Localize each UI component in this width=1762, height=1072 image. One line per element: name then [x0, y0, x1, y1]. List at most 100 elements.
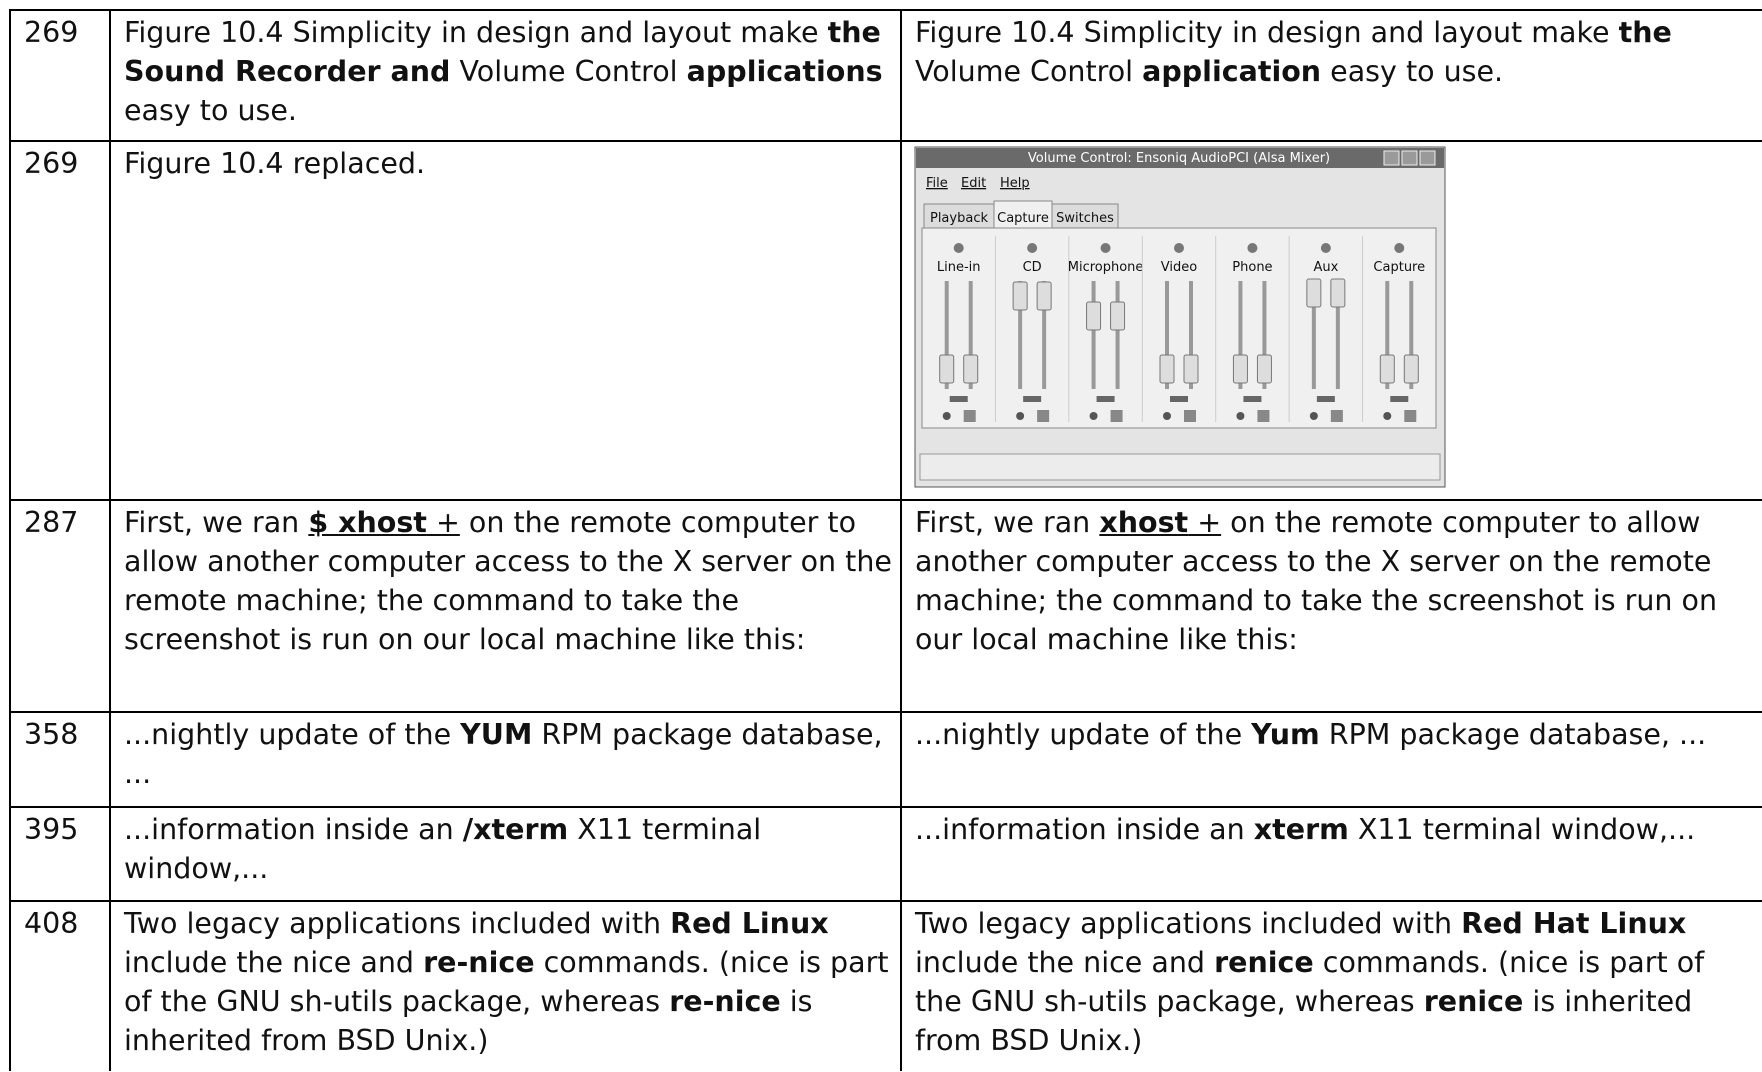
- channel-icon: [1027, 243, 1038, 253]
- tab-label: Playback: [930, 211, 988, 226]
- errata-table: 269 Figure 10.4 Simplicity in design and …: [9, 9, 1762, 1071]
- text-run: ...information inside an: [915, 813, 1254, 846]
- text-run: applications: [686, 55, 883, 88]
- original-text: ...nightly update of the YUM RPM package…: [109, 711, 902, 808]
- slider-track: [968, 281, 973, 389]
- corrected-text: First, we ran xhost + on the remote comp…: [900, 499, 1762, 713]
- slider-knob: [963, 354, 979, 384]
- text-run: easy to use.: [124, 94, 297, 127]
- tab: [993, 200, 1053, 229]
- table-row: 269 Figure 10.4 replaced. Volume Control: …: [9, 140, 1762, 501]
- text-run: Red Hat Linux: [1461, 907, 1687, 940]
- corrected-text: ...nightly update of the Yum RPM package…: [900, 711, 1762, 808]
- corrected-text: Volume Control: Ensoniq AudioPCI (Alsa M…: [900, 140, 1762, 501]
- text-run: Figure 10.4 Simplicity in design and lay…: [915, 16, 1619, 49]
- channel-label: Aux: [1313, 260, 1338, 275]
- slider-knob: [1379, 354, 1395, 384]
- record-icon: [1404, 410, 1417, 422]
- table-row: 395 ...information inside an /xterm X11 t…: [9, 806, 1762, 902]
- text-run: Two legacy applications included with: [124, 907, 671, 940]
- channel-icon: [1320, 243, 1331, 253]
- original-text: First, we ran $ xhost + on the remote co…: [109, 499, 902, 713]
- slider-track: [1165, 281, 1169, 389]
- page-number: 269: [9, 9, 111, 142]
- slider-knob: [1012, 281, 1028, 311]
- slider-knob: [1036, 281, 1052, 311]
- corrected-text: Figure 10.4 Simplicity in design and lay…: [900, 9, 1762, 142]
- lock-icon: [949, 396, 968, 402]
- table-body: 269 Figure 10.4 Simplicity in design and …: [9, 9, 1762, 1071]
- page-number: 269: [9, 140, 111, 501]
- channel-label: Line-in: [937, 260, 981, 275]
- lock-icon: [1316, 396, 1335, 402]
- window-button: [1401, 150, 1418, 166]
- page-number: 358: [9, 711, 111, 808]
- slider-knob: [1306, 278, 1322, 308]
- text-run: Yum: [1251, 718, 1320, 751]
- window-button: [1419, 150, 1436, 166]
- text-run: First, we ran: [915, 506, 1100, 539]
- corrected-text: ...information inside an xterm X11 termi…: [900, 806, 1762, 902]
- text-run: commands. (nice is part of the GNU sh-ut…: [915, 946, 1705, 1018]
- mute-icon: [1016, 412, 1025, 420]
- text-run: easy to use.: [1321, 55, 1504, 88]
- slider-track: [1409, 281, 1414, 389]
- lock-icon: [1390, 396, 1409, 402]
- tab-panel: [921, 227, 1437, 429]
- text-run: renice: [1214, 946, 1314, 979]
- tab-label: Switches: [1056, 211, 1114, 226]
- text-run: re-nice: [669, 985, 781, 1018]
- original-text: Two legacy applications included with Re…: [109, 900, 902, 1071]
- slider-knob: [1183, 354, 1199, 384]
- text-run: renice: [1423, 985, 1524, 1018]
- original-text: Figure 10.4 Simplicity in design and lay…: [109, 9, 902, 142]
- slider-track: [1311, 281, 1316, 389]
- window-button: [1383, 150, 1400, 166]
- slider-knob: [1110, 301, 1126, 331]
- page-number: 287: [9, 499, 111, 713]
- channel-icon: [1174, 243, 1184, 253]
- text-run: First, we ran: [124, 506, 309, 539]
- slider-track: [1042, 281, 1047, 389]
- slider-track: [944, 281, 949, 389]
- record-icon: [1110, 410, 1123, 422]
- channel-label: CD: [1023, 260, 1042, 275]
- text-run: /xterm: [462, 813, 569, 846]
- menu-item: Help: [1000, 176, 1030, 191]
- text-run: ...nightly update of the: [915, 718, 1252, 751]
- record-icon: [1330, 410, 1343, 422]
- record-icon: [963, 410, 976, 422]
- text-run: is inherited from BSD Unix.): [915, 985, 1693, 1057]
- text-run: Figure 10.4 replaced.: [124, 147, 426, 180]
- text-run: xterm: [1253, 813, 1349, 846]
- text-run: Volume Control: [915, 55, 1143, 88]
- slider-knob: [1232, 354, 1248, 384]
- text-run: is inherited from BSD Unix.): [124, 985, 813, 1057]
- menu-item: File: [926, 176, 948, 191]
- table-row: 269 Figure 10.4 Simplicity in design and …: [9, 9, 1762, 142]
- text-run: RPM package database, ...: [124, 718, 883, 790]
- lock-icon: [1023, 396, 1042, 402]
- slider-knob: [1330, 278, 1346, 308]
- channel-icon: [1100, 243, 1111, 253]
- text-run: Volume Control: [450, 55, 687, 88]
- text-run: Figure 10.4 Simplicity in design and lay…: [124, 16, 828, 49]
- slider-track: [1115, 281, 1120, 389]
- channel-icon: [1394, 243, 1405, 253]
- table-row: 358 ...nightly update of the YUM RPM pack…: [9, 711, 1762, 808]
- page-number: 395: [9, 806, 111, 902]
- mute-icon: [1089, 412, 1098, 420]
- text-run: include the nice and: [124, 946, 424, 979]
- text-run: X11 terminal window,...: [124, 813, 762, 885]
- mute-icon: [1163, 412, 1171, 420]
- text-run: application: [1142, 55, 1322, 88]
- record-icon: [1257, 410, 1270, 422]
- text-run: on the remote computer to allow another …: [915, 506, 1718, 656]
- mute-icon: [1383, 412, 1392, 420]
- slider-knob: [939, 354, 955, 384]
- channel-label: Microphone: [1068, 260, 1144, 275]
- text-run: +: [426, 506, 460, 539]
- slider-track: [1385, 281, 1390, 389]
- lock-icon: [1170, 396, 1188, 402]
